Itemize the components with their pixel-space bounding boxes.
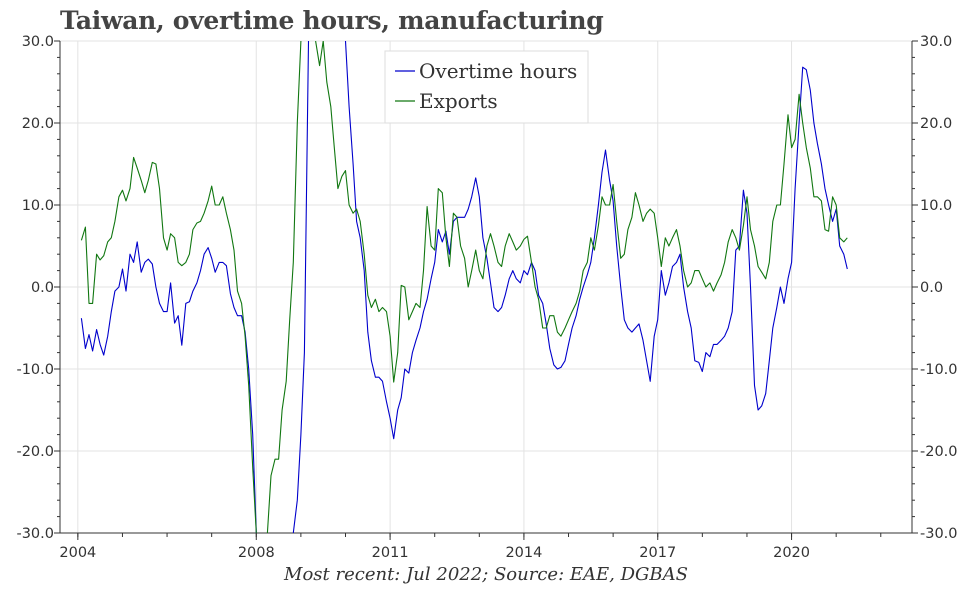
y-tick-label-left: 20.0	[22, 116, 54, 132]
legend: Overtime hours Exports	[384, 50, 589, 124]
x-tick-label: 2011	[372, 545, 409, 561]
series-line-exports	[266, 41, 302, 533]
y-tick-label-left: -20.0	[16, 444, 54, 460]
y-tick-label-right: -20.0	[920, 444, 958, 460]
series-line-exports	[315, 41, 848, 383]
series-line-overtime-hours	[344, 41, 848, 440]
y-tick-label-right: -30.0	[920, 526, 958, 542]
y-tick-label-right: 20.0	[920, 116, 952, 132]
x-tick-label: 2004	[59, 545, 96, 561]
x-tick-label: 2008	[238, 545, 275, 561]
grid	[60, 40, 912, 534]
x-tick-label: 2014	[505, 545, 542, 561]
legend-box	[384, 50, 589, 124]
series-line-overtime-hours	[80, 241, 257, 533]
series-line-overtime-hours	[292, 41, 310, 533]
source-footnote: Most recent: Jul 2022; Source: EAE, DGBA…	[284, 564, 688, 585]
legend-label-overtime-hours: Overtime hours	[419, 59, 577, 83]
y-tick-label-right: 30.0	[920, 34, 952, 50]
y-tick-label-left: -10.0	[16, 362, 54, 378]
x-tick-label: 2020	[773, 545, 810, 561]
axes: -30.0 -30.0 -20.0 -20.0 -10.0 -10.0 0.0 0.0 10.0…	[16, 34, 957, 561]
y-tick-label-left: 30.0	[22, 34, 54, 50]
y-tick-label-left: -30.0	[16, 526, 54, 542]
y-tick-label-right: 0.0	[920, 280, 943, 296]
series-layer	[80, 41, 848, 533]
series-line-exports	[80, 156, 257, 533]
x-tick-label: 2017	[639, 545, 676, 561]
y-tick-label-left: 10.0	[22, 198, 54, 214]
y-tick-label-right: 10.0	[920, 198, 952, 214]
y-tick-label-left: 0.0	[31, 280, 54, 296]
y-tick-label-right: -10.0	[920, 362, 958, 378]
legend-label-exports: Exports	[419, 89, 498, 113]
chart-title: Taiwan, overtime hours, manufacturing	[60, 6, 604, 35]
